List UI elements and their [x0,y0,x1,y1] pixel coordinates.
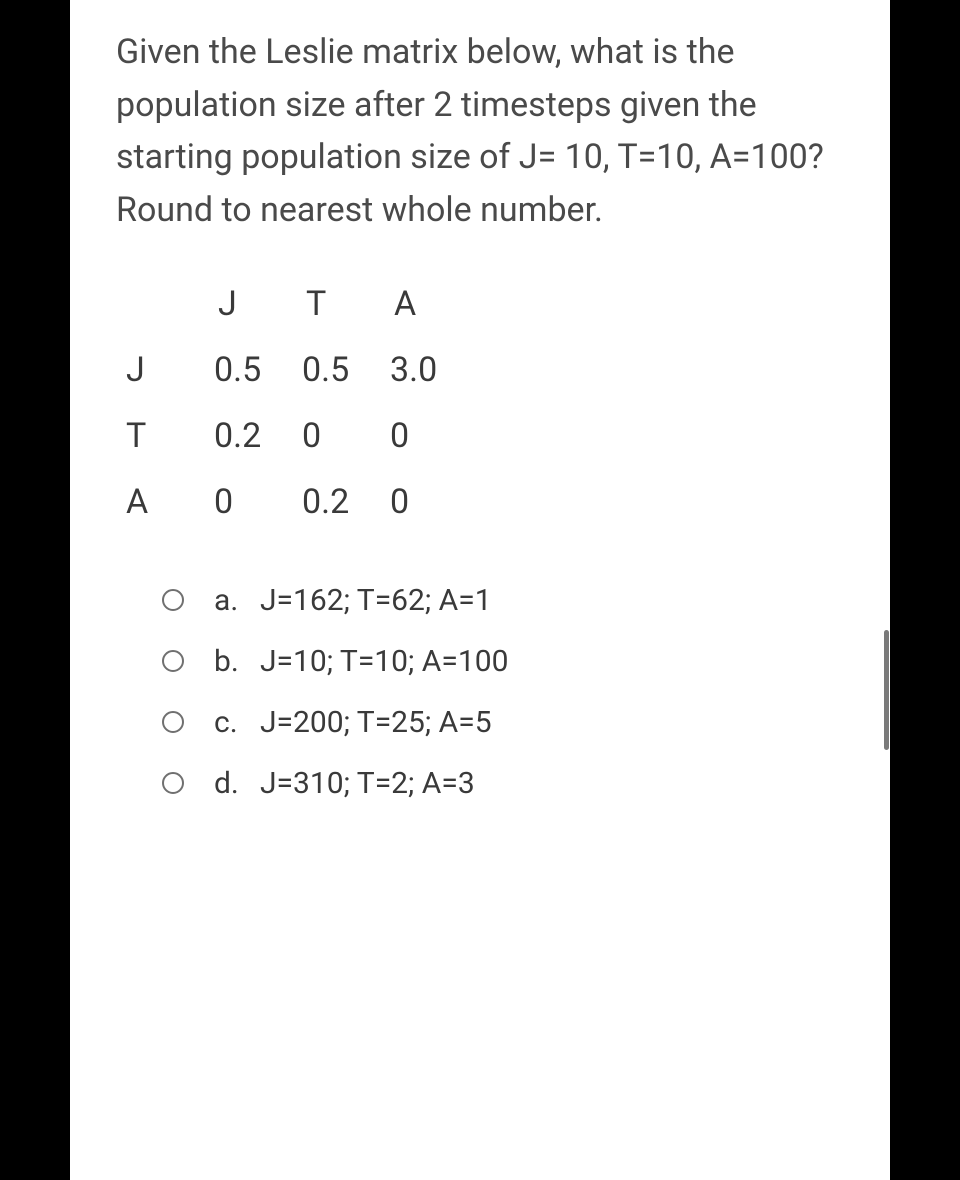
choice-letter: a. [214,583,260,618]
col-label: J [214,271,302,337]
matrix-cell: 0.5 [302,337,390,403]
choice-list: a. J=162; T=62; A=1 b. J=10; T=10; A=100… [162,583,864,801]
choice-text: J=310; T=2; A=3 [260,766,475,801]
matrix-cell: 0 [390,469,478,535]
matrix-cell: 0 [214,469,302,535]
choice-text: J=10; T=10; A=100 [260,644,508,679]
radio-icon[interactable] [162,589,184,611]
matrix-cell: 0.2 [302,469,390,535]
radio-icon[interactable] [162,650,184,672]
scrollbar-thumb[interactable] [884,630,889,750]
row-label: A [126,469,214,535]
choice-text: J=200; T=25; A=5 [260,705,492,740]
matrix-cell: 0.2 [214,403,302,469]
matrix-header-row: J T A [126,271,478,337]
matrix-cell: 0.5 [214,337,302,403]
question-text: Given the Leslie matrix below, what is t… [116,26,864,237]
choice-a[interactable]: a. J=162; T=62; A=1 [162,583,864,618]
matrix-cell: 0 [302,403,390,469]
choice-text: J=162; T=62; A=1 [260,583,492,618]
leslie-matrix: J T A J 0.5 0.5 3.0 T 0.2 0 0 A 0 0.2 0 [126,271,864,535]
choice-b[interactable]: b. J=10; T=10; A=100 [162,644,864,679]
matrix-row: J 0.5 0.5 3.0 [126,337,478,403]
col-label: T [302,271,390,337]
matrix-row: T 0.2 0 0 [126,403,478,469]
matrix-cell: 0 [390,403,478,469]
radio-icon[interactable] [162,711,184,733]
radio-icon[interactable] [162,772,184,794]
row-label: T [126,403,214,469]
matrix-cell: 3.0 [390,337,478,403]
choice-letter: b. [214,644,260,679]
col-label: A [390,271,478,337]
matrix-row: A 0 0.2 0 [126,469,478,535]
row-label: J [126,337,214,403]
choice-d[interactable]: d. J=310; T=2; A=3 [162,766,864,801]
question-card: Given the Leslie matrix below, what is t… [70,0,890,1180]
choice-c[interactable]: c. J=200; T=25; A=5 [162,705,864,740]
choice-letter: d. [214,766,260,801]
choice-letter: c. [214,705,260,740]
